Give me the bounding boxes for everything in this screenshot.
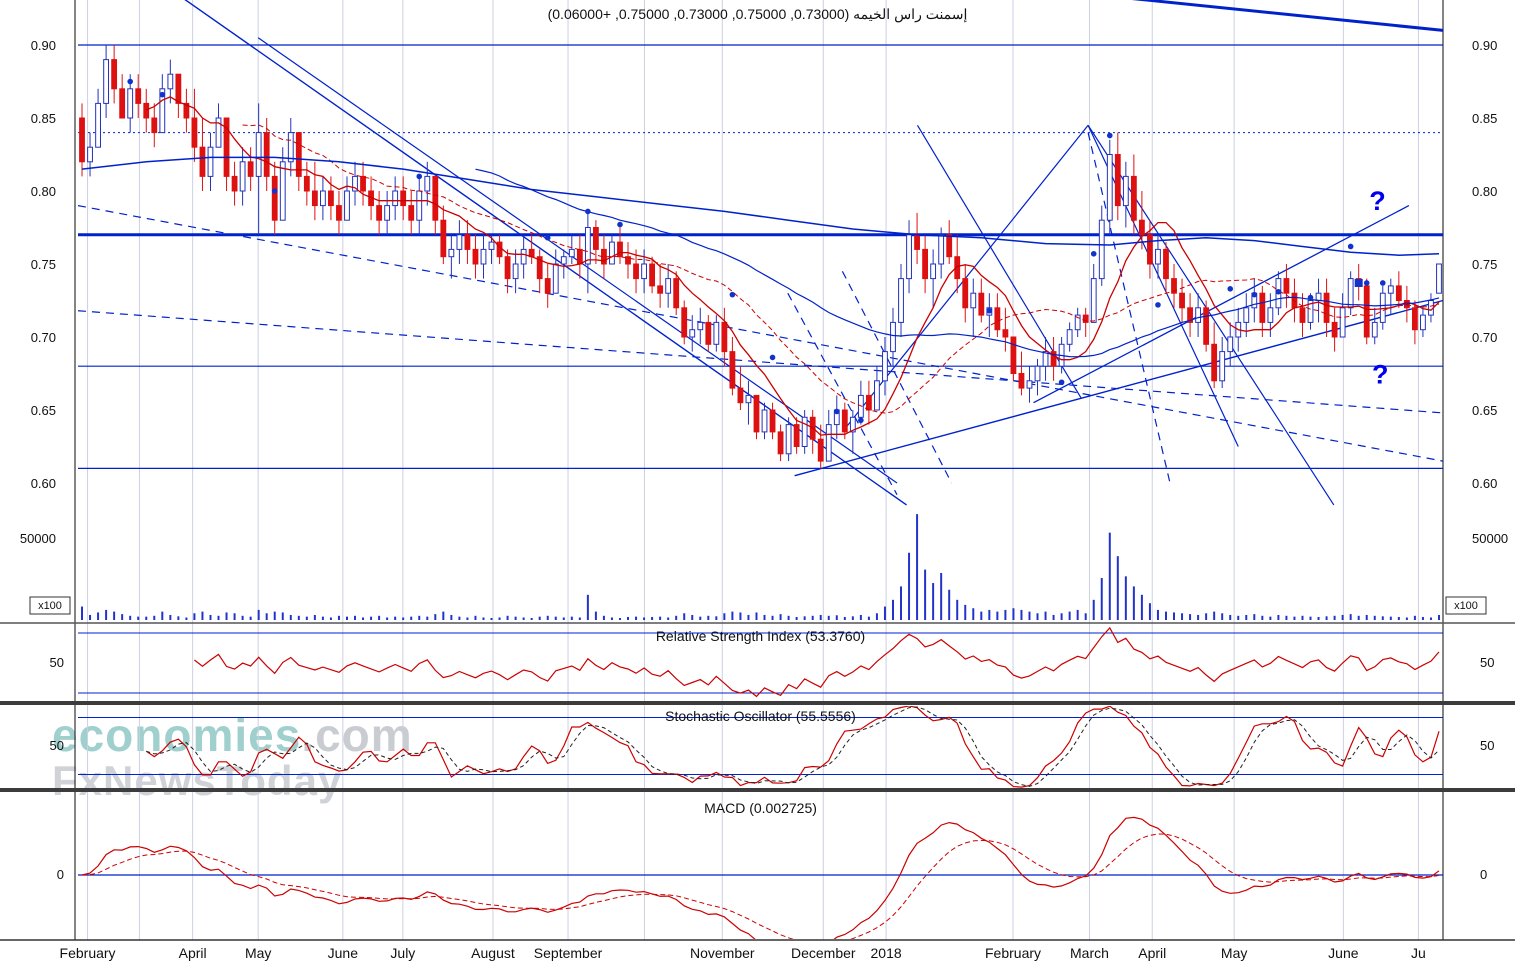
stoch-panel (78, 706, 1443, 788)
month-label: June (328, 945, 359, 961)
stoch-axis-left: 50 (50, 738, 64, 753)
stoch-panel-title: Stochastic Oscillator (55.5556) (665, 708, 856, 724)
price-tick-left: 0.85 (31, 111, 56, 126)
month-label: 2018 (871, 945, 902, 961)
price-tick-right: 0.75 (1472, 257, 1497, 272)
candles-layer (79, 45, 1442, 469)
watermark: economies.com FxNewsToday (52, 712, 413, 802)
volume-unit-right: x100 (1454, 600, 1478, 612)
price-tick-left: 0.80 (31, 184, 56, 199)
price-tick-left: 0.90 (31, 38, 56, 53)
month-label: September (534, 945, 603, 961)
month-label: May (1221, 945, 1247, 961)
month-label: May (245, 945, 271, 961)
rsi-panel (78, 626, 1443, 698)
time-axis-labels: February April May June July August September N… (60, 945, 1426, 961)
stoch-axis-right: 50 (1480, 738, 1494, 753)
price-tick-right: 0.60 (1472, 476, 1497, 491)
chart-title: إسمنت راس الخيمه (0.73000, 0.75000, 0.73… (547, 6, 968, 22)
moving-averages-layer (81, 96, 1440, 436)
month-label: November (690, 945, 755, 961)
month-label: Ju (1411, 945, 1426, 961)
volume-tick-left: 50000 (20, 531, 56, 546)
price-tick-left: 0.60 (31, 476, 56, 491)
macd-panel (78, 816, 1443, 939)
grid-layer (87, 0, 1419, 940)
frame-layer (0, 0, 1515, 941)
price-tick-left: 0.70 (31, 330, 56, 345)
month-label: August (471, 945, 515, 961)
annotations-layer: ?? (1369, 186, 1388, 390)
month-label: April (179, 945, 207, 961)
watermark-economies-com: economies.com (52, 712, 413, 758)
question-mark-annotation: ? (1369, 186, 1386, 216)
price-tick-right: 0.65 (1472, 403, 1497, 418)
price-tick-right: 0.90 (1472, 38, 1497, 53)
price-tick-right: 0.85 (1472, 111, 1497, 126)
volume-unit-left: x100 (38, 600, 62, 612)
month-label: April (1138, 945, 1166, 961)
month-label: December (791, 945, 856, 961)
price-tick-left: 0.65 (31, 403, 56, 418)
rsi-panel-title: Relative Strength Index (53.3760) (655, 628, 866, 644)
price-tick-right: 0.70 (1472, 330, 1497, 345)
macd-axis-right: 0 (1480, 867, 1487, 882)
month-label: July (390, 945, 415, 961)
watermark-dotcom: .com (301, 709, 413, 761)
volume-layer (81, 514, 1440, 620)
question-mark-annotation: ? (1372, 360, 1389, 390)
trendlines-layer (77, 0, 1444, 506)
month-label: February (985, 945, 1041, 961)
price-tick-right: 0.80 (1472, 184, 1497, 199)
support-resistance-levels (78, 44, 1443, 469)
month-label: June (1328, 945, 1359, 961)
watermark-fxnewstoday: FxNewsToday (52, 757, 343, 804)
price-tick-left: 0.75 (31, 257, 56, 272)
signal-dots-layer (127, 78, 1386, 424)
rsi-axis-left: 50 (50, 655, 64, 670)
volume-tick-right: 50000 (1472, 531, 1508, 546)
month-label: February (60, 945, 116, 961)
rsi-axis-right: 50 (1480, 655, 1494, 670)
axis-labels: 0.90 0.90 0.85 0.85 0.80 0.80 0.75 0.75 0.70 0.70… (20, 38, 1508, 882)
macd-panel-title: MACD (0.002725) (704, 800, 817, 816)
watermark-economies: economies (52, 709, 302, 761)
month-label: March (1070, 945, 1109, 961)
macd-axis-left: 0 (57, 867, 64, 882)
